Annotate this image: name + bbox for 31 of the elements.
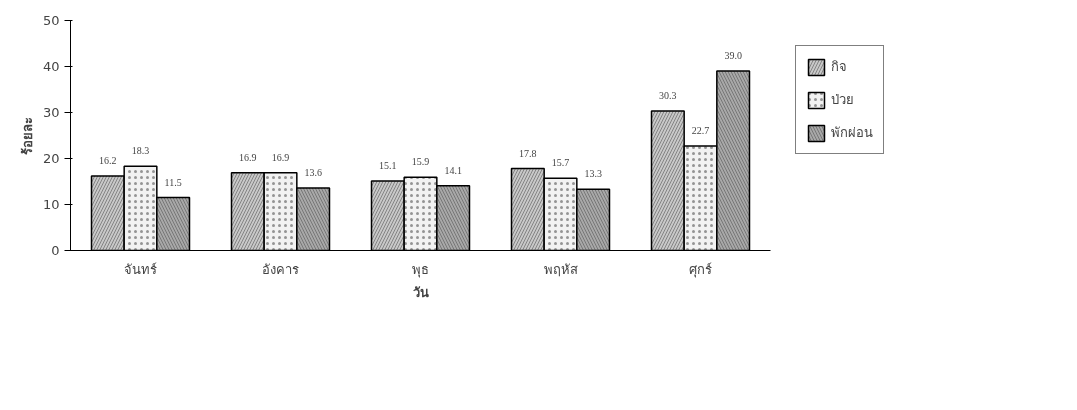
text: 13.3	[584, 168, 602, 180]
text: 13.6	[304, 166, 322, 178]
y-tick-label: 40	[42, 59, 60, 74]
text: 11.5	[164, 176, 182, 188]
x-tick-label: ศุกร์	[689, 261, 712, 278]
legend-label: พักผ่อน	[831, 124, 873, 142]
y-tick-label: 0	[51, 243, 60, 258]
x-axis-title: วัน	[412, 284, 429, 300]
text: 39.0	[724, 50, 742, 62]
legend-label: กิจ	[831, 58, 848, 76]
text: 16.9	[239, 151, 257, 163]
text: 30.3	[659, 90, 677, 102]
text: 16.2	[99, 154, 117, 166]
text: 16.9	[271, 151, 290, 163]
text: 15.7	[551, 157, 570, 169]
x-tick-label: พฤหัส	[543, 261, 578, 277]
y-tick-label: 30	[42, 105, 60, 120]
y-axis-title: ร้อยละ	[19, 116, 35, 155]
text: 18.3	[131, 145, 150, 157]
y-tick-label: 50	[42, 13, 60, 28]
x-tick-label: อังคาร	[262, 261, 299, 277]
y-tick-label: 20	[42, 151, 60, 166]
x-tick-label: จันทร์	[124, 261, 157, 277]
text: 17.8	[519, 147, 537, 159]
y-tick-label: 10	[42, 197, 60, 212]
x-tick-label: พุธ	[412, 261, 429, 278]
text: 22.7	[691, 125, 710, 137]
text: 15.9	[411, 156, 430, 168]
legend-label: ป่วย	[831, 91, 854, 109]
text: 15.1	[379, 160, 397, 172]
text: 14.1	[444, 164, 462, 176]
